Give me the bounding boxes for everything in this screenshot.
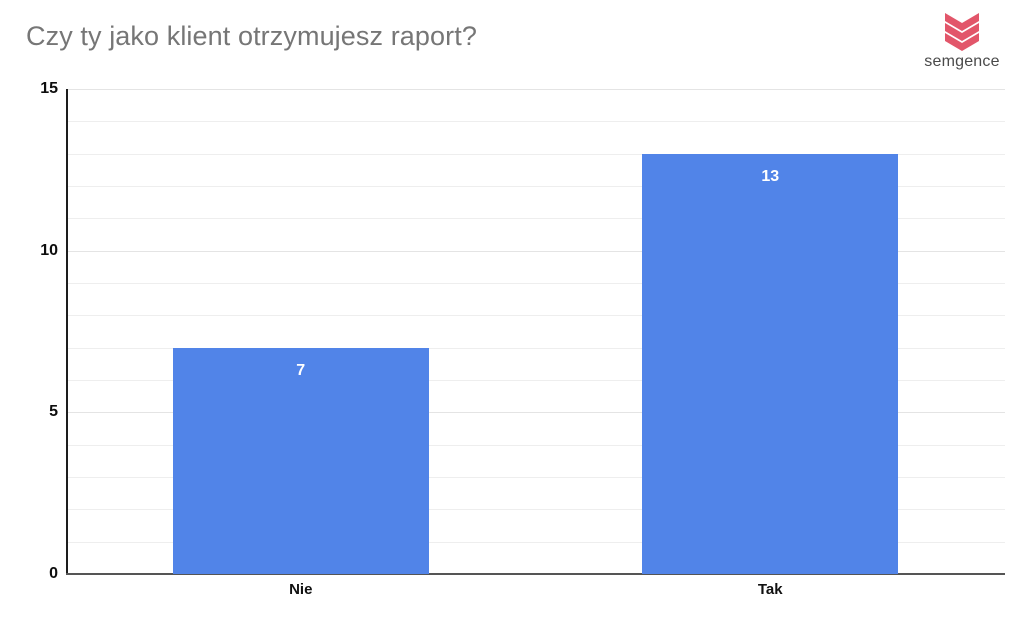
triple-chevron-mark-icon [945, 13, 979, 51]
y-axis-tick-label: 10 [40, 241, 58, 259]
y-axis-tick-label: 15 [40, 80, 58, 97]
gridline [66, 89, 1005, 90]
gridline [66, 412, 1005, 414]
gridline [66, 283, 1005, 284]
gridline [66, 315, 1005, 317]
gridline [66, 509, 1005, 511]
gridline [66, 153, 1005, 155]
chart-title: Czy ty jako klient otrzymujesz raport? [26, 21, 477, 51]
plot-area [66, 89, 1005, 575]
y-axis-tick-label: 0 [49, 565, 58, 582]
y-axis-tick-labels: 0 5 10 15 [0, 0, 58, 636]
y-axis-tick-label: 5 [49, 403, 58, 421]
gridline [66, 186, 1005, 187]
gridline [66, 541, 1005, 543]
brand-logo: semgence [912, 10, 1012, 78]
gridline [66, 380, 1005, 381]
x-axis-tick-label: Tak [757, 581, 783, 598]
gridline [66, 347, 1005, 349]
brand-wordmark: semgence [924, 53, 1000, 70]
gridline [66, 218, 1005, 220]
x-axis-line [66, 573, 1005, 575]
gridline [66, 250, 1005, 252]
bar-value-label: 13 [761, 167, 780, 185]
bar-nie[interactable]: 7 [172, 347, 429, 574]
gridline [66, 477, 1005, 478]
bar-tak[interactable]: 13 [642, 153, 899, 574]
gridline [66, 121, 1005, 123]
gridline [66, 444, 1005, 446]
y-axis-line [66, 89, 68, 575]
x-axis-tick-label: Nie [289, 581, 313, 598]
bar-value-label: 7 [296, 361, 306, 379]
